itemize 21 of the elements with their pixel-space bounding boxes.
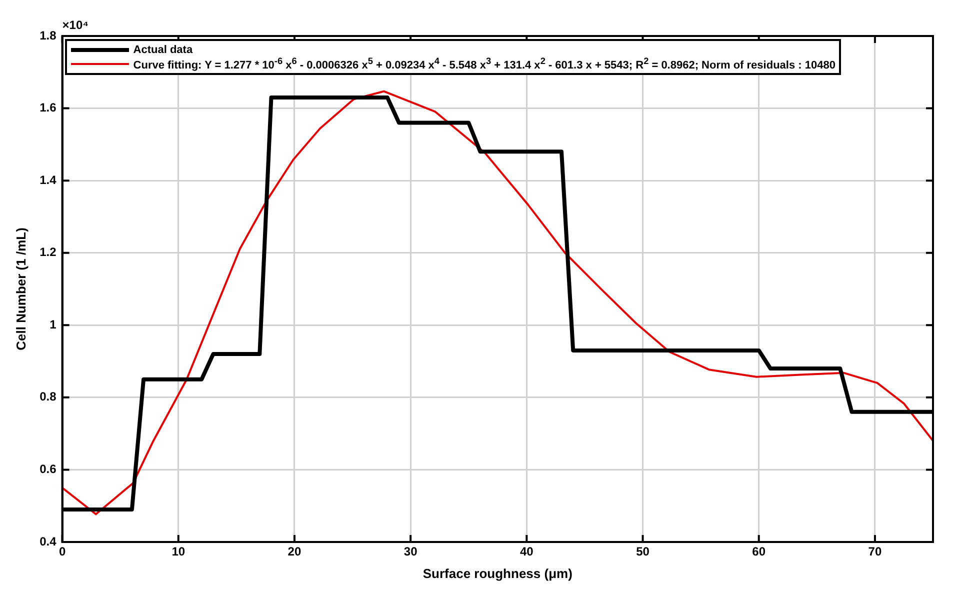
x-tick-label: 60 <box>752 544 766 559</box>
y-tick-label: 1.6 <box>40 100 57 115</box>
x-tick-label: 30 <box>404 544 418 559</box>
y-axis-title: Cell Number (1 /mL) <box>13 228 28 350</box>
x-tick-label: 50 <box>636 544 650 559</box>
y-tick-label: 1.4 <box>40 172 57 187</box>
y-tick-label: 0.6 <box>40 462 57 476</box>
x-tick-label: 0 <box>58 544 66 559</box>
y-tick-label: 1.2 <box>40 245 57 260</box>
x-tick-label: 20 <box>288 544 302 559</box>
legend-panel: Actual data Curve fitting: Y = 1.277 * 10$^{-6}$ x$^{6}$ - 0.0006326 x$^{5}$ + 0.09234 x$^{4}$ - 5.548 x$^{3}$ + 131.4 x$^{2}$ - 601.3 x + 5543; R$^{2}$ = 0.8962; Norm of residuals : 10480 <box>65 39 842 75</box>
y-tick-label: 0.8 <box>40 390 57 404</box>
x-tick-label: 40 <box>520 544 534 559</box>
x-tick-label: 70 <box>868 544 882 559</box>
y-tick-label: 1 <box>50 317 57 332</box>
y-tick-label: 1.8 <box>40 28 57 42</box>
x-tick-label: 10 <box>172 544 186 559</box>
text: ×10⁴ <box>62 18 89 32</box>
y-tick-label: 0.4 <box>40 534 57 548</box>
legend-label: Actual data <box>133 44 193 56</box>
x-axis-title: Surface roughness (μm) <box>422 566 572 581</box>
